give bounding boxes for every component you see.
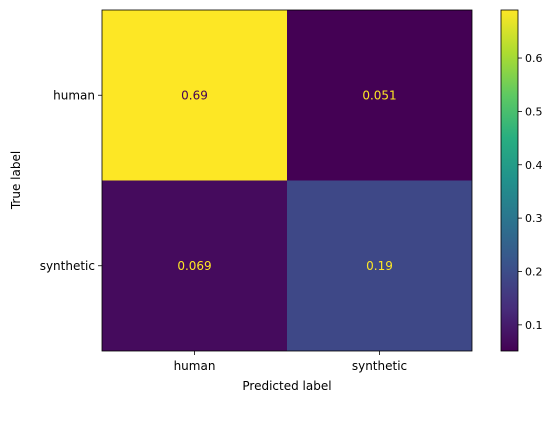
matrix-cell-1-1 — [287, 180, 472, 351]
matrix-cells — [102, 10, 472, 351]
y-axis-label: True label — [9, 151, 23, 210]
colorbar-tick-label: 0.1 — [525, 319, 543, 332]
cell-value-label: 0.051 — [362, 88, 396, 102]
colorbar-tick-label: 0.4 — [525, 159, 543, 172]
x-tick-label: human — [174, 359, 216, 373]
matrix-cell-0-0 — [102, 10, 287, 181]
colorbar-ticks: 0.1 0.2 0.3 0.4 0.5 0.6 — [518, 52, 543, 332]
cell-value-label: 0.069 — [177, 259, 211, 273]
colorbar-tick-label: 0.3 — [525, 212, 543, 225]
matrix-cell-labels: 0.69 0.051 0.069 0.19 — [177, 88, 396, 273]
cell-value-label: 0.19 — [366, 259, 393, 273]
colorbar-tick-label: 0.2 — [525, 265, 543, 278]
y-axis-ticks: human synthetic — [40, 88, 102, 273]
colorbar — [500, 9, 519, 352]
cell-value-label: 0.69 — [181, 88, 208, 102]
x-tick-label: synthetic — [352, 359, 407, 373]
colorbar-tick-label: 0.5 — [525, 105, 543, 118]
x-axis-ticks: human synthetic — [174, 351, 407, 373]
y-tick-label: human — [53, 88, 95, 102]
matrix-cell-0-1 — [287, 10, 472, 181]
y-tick-label: synthetic — [40, 259, 95, 273]
plot-frame — [101, 9, 473, 352]
matrix-cell-1-0 — [102, 180, 287, 351]
colorbar-tick-label: 0.6 — [525, 52, 543, 65]
x-axis-label: Predicted label — [242, 379, 331, 393]
